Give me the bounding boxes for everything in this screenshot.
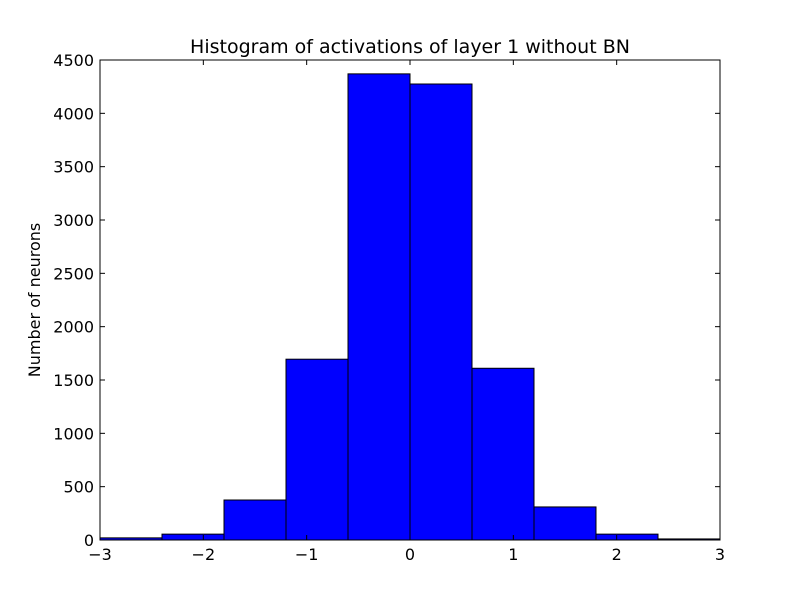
tick-labels: −3 −2 −1 0 1 2 3 0 500 1000 1500 2000 2500 3000 3500 40…	[53, 51, 725, 564]
y-tick-label-5: 2500	[53, 264, 94, 283]
y-tick-label-2: 1000	[53, 424, 94, 443]
plot-area	[99, 59, 721, 541]
chart-title: Histogram of activations of layer 1 with…	[190, 36, 630, 58]
x-tick-label-0: −3	[88, 545, 112, 564]
x-tick-label-3: 0	[405, 545, 415, 564]
x-tick-label-2: −1	[295, 545, 319, 564]
histogram-bar-4	[347, 73, 411, 541]
y-tick-label-6: 3000	[53, 211, 94, 230]
histogram-bar-2	[223, 499, 287, 541]
histogram-bar-6	[471, 367, 535, 541]
x-tick-label-1: −2	[192, 545, 216, 564]
histogram-bar-5	[409, 83, 473, 541]
histogram-bar-7	[533, 506, 597, 541]
histogram-bar-1	[161, 533, 225, 541]
y-tick-label-4: 2000	[53, 318, 94, 337]
y-tick-label-0: 0	[84, 531, 94, 550]
y-axis-label: Number of neurons	[25, 223, 44, 377]
y-tick-label-1: 500	[63, 478, 94, 497]
y-tick-label-7: 3500	[53, 158, 94, 177]
y-tick-label-8: 4000	[53, 104, 94, 123]
x-tick-label-6: 3	[715, 545, 725, 564]
histogram-bar-8	[595, 533, 659, 541]
histogram-bar-3	[285, 358, 349, 541]
x-tick-label-5: 2	[612, 545, 622, 564]
x-tick-label-4: 1	[508, 545, 518, 564]
y-tick-label-3: 1500	[53, 371, 94, 390]
histogram-bars	[99, 73, 721, 541]
y-tick-label-9: 4500	[53, 51, 94, 70]
axes-frame	[99, 59, 721, 541]
